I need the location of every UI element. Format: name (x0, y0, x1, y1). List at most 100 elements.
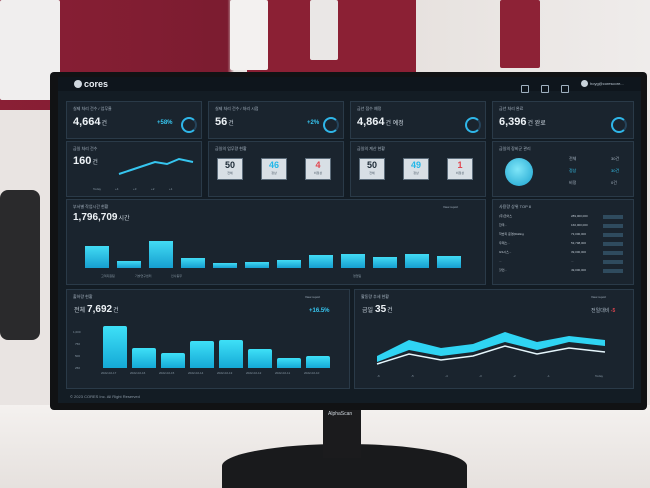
kpi-change: +2% (307, 120, 320, 126)
shipment-cylinder[interactable] (190, 341, 214, 368)
progress-ring (611, 117, 627, 133)
dept-bar[interactable] (181, 258, 205, 268)
compare-label: 전일대비 -5 (591, 308, 616, 314)
dept-bar[interactable] (341, 254, 365, 268)
list-item[interactable]: 할인... 49,000,000 (499, 268, 627, 274)
user-menu[interactable]: hoyg@corescore... (581, 80, 624, 87)
cylinder-label: 2022-02-10 (304, 371, 320, 375)
equip-row-label: 전체 (569, 156, 577, 161)
equipment-disc (505, 158, 533, 186)
dept-bar[interactable] (373, 257, 397, 268)
progress-ring (465, 117, 481, 133)
shipment-cylinder[interactable] (161, 353, 185, 368)
bar-label: 영업팀 (353, 274, 362, 278)
list-item[interactable]: ...... (499, 259, 627, 265)
bar-label: 인사총무 (171, 274, 183, 278)
bar-label: 고객지원팀 (101, 274, 115, 278)
cylinder-label: 2022-02-16 (130, 371, 146, 375)
activity-trend-panel: 활동량 추세 현황 금일 35건 전일대비 -5 View report -6 -… (354, 289, 634, 389)
shipment-cylinder[interactable] (132, 348, 156, 368)
status-box-abnormal: 4 비정상 (305, 158, 331, 180)
list-item[interactable]: GS시스... 39,000,000 (499, 250, 627, 256)
cylinder-label: 2022-02-14 (188, 371, 204, 375)
dept-bar[interactable] (245, 262, 269, 268)
status-box-total: 50 전체 (359, 158, 385, 180)
list-item[interactable]: 우제스... 53,798,000 (499, 241, 627, 247)
list-item[interactable]: (주)코어스 289,000,000 (499, 214, 627, 220)
dashboard-screen: cores hoyg@corescore... 실제 처리 건수 / 업무율 4… (58, 77, 641, 403)
x-tick: +3 (133, 187, 137, 191)
app-logo[interactable]: cores (74, 79, 108, 89)
panel-change: +16.5% (309, 308, 330, 314)
equipment-card: 금일의 장비군 관리 전체 30건 정상 30건 비정 0건 (492, 141, 634, 197)
monitor-brand: AlphaScan (328, 411, 353, 417)
dept-bar[interactable] (437, 256, 461, 268)
x-tick: -4 (445, 374, 448, 378)
shipment-cylinder[interactable] (219, 340, 243, 368)
kpi-label: 금년 처리 완료 (499, 106, 524, 111)
cylinder-chart-area: 2022-02-17 2022-02-16 2022-02-15 2022-02-14… (97, 324, 337, 376)
card-label: 금일의 장비군 관리 (499, 146, 531, 151)
cylinder-label: 2022-02-12 (246, 371, 262, 375)
cylinder-label: 2022-02-15 (159, 371, 175, 375)
x-tick: -3 (479, 374, 482, 378)
settings-icon[interactable] (561, 85, 569, 93)
kpi-card-2: 실제 처리 건수 / 처리 시점 56건 +2% (208, 101, 344, 139)
dept-bar[interactable] (85, 246, 109, 268)
logo-text: cores (84, 79, 109, 89)
equip-row-label: 비정 (569, 180, 577, 185)
shipment-cylinder[interactable] (248, 349, 272, 368)
kpi-card-1: 실제 처리 건수 / 업무율 4,664건 +58% (66, 101, 202, 139)
panel-label: 활동량 추세 현황 (361, 294, 389, 299)
dept-bar[interactable] (213, 263, 237, 268)
progress-ring (323, 117, 339, 133)
y-tick: 250 (75, 366, 81, 370)
x-tick: -1 (547, 374, 550, 378)
x-tick: -5 (411, 374, 414, 378)
shipment-cylinder[interactable] (277, 358, 301, 368)
background-object (0, 190, 40, 340)
trend-line-chart (376, 332, 606, 365)
panel-label: 부서별 작업시간 현황 (73, 204, 109, 209)
x-tick: Today (93, 187, 102, 191)
card-label: 금일 처리 건수 (73, 146, 98, 151)
panel-label: 사용량 상위 TOP 8 (499, 204, 532, 209)
shipment-cylinder[interactable] (103, 326, 127, 368)
shipment-cylinder[interactable] (306, 356, 330, 368)
dept-bar[interactable] (117, 261, 141, 268)
status-box-normal: 46 정상 (261, 158, 287, 180)
y-tick: 750 (75, 342, 81, 346)
status-box-total: 50 전체 (217, 158, 243, 180)
user-text: hoyg@corescore... (590, 81, 624, 86)
dept-bar[interactable] (149, 241, 173, 268)
list-item[interactable]: 한국... 160,000,000 (499, 223, 627, 229)
view-report-link[interactable]: View report (591, 295, 607, 299)
x-tick: Today (595, 374, 604, 378)
grid-icon[interactable] (541, 85, 549, 93)
list-item[interactable]: 학습지 운영(Rolling 73,000,000 (499, 232, 627, 238)
bar-chart-area (77, 230, 477, 270)
kpi-change: +58% (157, 120, 173, 126)
view-report-link[interactable]: View report (305, 295, 321, 299)
top8-panel: 사용량 상위 TOP 8 (주)코어스 289,000,000 한국... 160,… (492, 199, 634, 285)
toolbar-icons (521, 80, 581, 93)
y-tick: 500 (75, 354, 81, 358)
kpi-card-3: 금년 접수 예정 4,864건 예정 (350, 101, 486, 139)
dept-bar[interactable] (277, 260, 301, 268)
progress-ring (181, 117, 197, 133)
view-report-link[interactable]: View report (443, 205, 459, 209)
card-label: 금일의 계산 현황 (357, 146, 385, 151)
dept-bar[interactable] (405, 254, 429, 268)
status-box-abnormal: 1 비정상 (447, 158, 473, 180)
status-box-normal: 49 정상 (403, 158, 429, 180)
footer-text: © 2023 CORES Inc. All Right Reserved (70, 394, 140, 399)
menu-icon[interactable] (521, 85, 529, 93)
kpi-label: 실제 처리 건수 / 처리 시점 (215, 106, 259, 111)
dept-bar[interactable] (309, 255, 333, 268)
kpi-value: 6,396건 완료 (499, 116, 546, 128)
equip-row-value: 30건 (611, 156, 620, 161)
cylinder-label: 2022-02-13 (217, 371, 233, 375)
panel-label: 출하량 현황 (73, 294, 93, 299)
kpi-label: 실제 처리 건수 / 업무율 (73, 106, 112, 111)
workload-status-card: 금일의 업무량 현황 50 전체 46 정상 4 비정상 (208, 141, 344, 197)
